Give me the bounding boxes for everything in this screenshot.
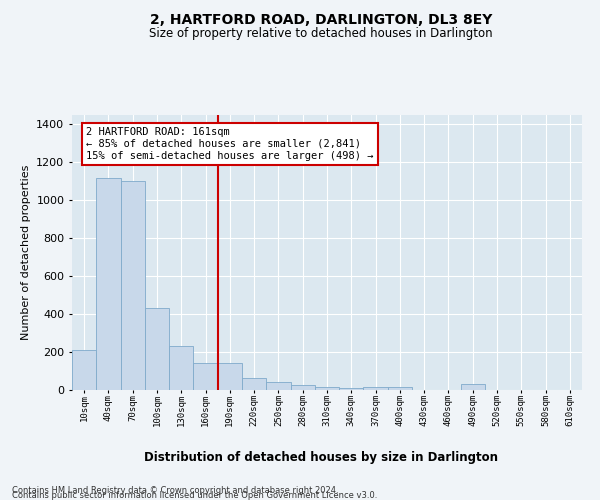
Bar	[193, 364, 218, 390]
Bar	[388, 387, 412, 390]
Bar	[96, 178, 121, 390]
Text: Contains HM Land Registry data © Crown copyright and database right 2024.: Contains HM Land Registry data © Crown c…	[12, 486, 338, 495]
Bar	[121, 182, 145, 390]
Bar	[266, 382, 290, 390]
Text: Contains public sector information licensed under the Open Government Licence v3: Contains public sector information licen…	[12, 491, 377, 500]
Y-axis label: Number of detached properties: Number of detached properties	[20, 165, 31, 340]
Text: Size of property relative to detached houses in Darlington: Size of property relative to detached ho…	[149, 28, 493, 40]
Bar	[169, 346, 193, 390]
Bar	[364, 387, 388, 390]
Text: Distribution of detached houses by size in Darlington: Distribution of detached houses by size …	[144, 451, 498, 464]
Bar	[218, 364, 242, 390]
Bar	[290, 386, 315, 390]
Bar	[145, 308, 169, 390]
Bar	[339, 388, 364, 390]
Bar	[461, 384, 485, 390]
Text: 2, HARTFORD ROAD, DARLINGTON, DL3 8EY: 2, HARTFORD ROAD, DARLINGTON, DL3 8EY	[150, 12, 492, 26]
Bar	[72, 350, 96, 390]
Bar	[242, 378, 266, 390]
Text: 2 HARTFORD ROAD: 161sqm
← 85% of detached houses are smaller (2,841)
15% of semi: 2 HARTFORD ROAD: 161sqm ← 85% of detache…	[86, 128, 374, 160]
Bar	[315, 387, 339, 390]
